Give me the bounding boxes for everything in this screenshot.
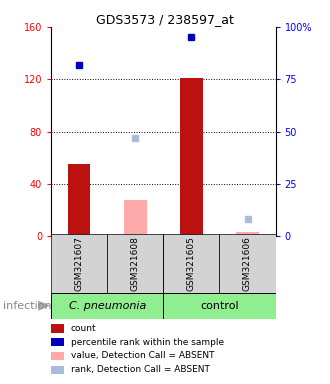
Text: percentile rank within the sample: percentile rank within the sample bbox=[71, 338, 224, 347]
Text: GSM321608: GSM321608 bbox=[131, 237, 140, 291]
Bar bbox=[236, 232, 259, 236]
Text: value, Detection Call = ABSENT: value, Detection Call = ABSENT bbox=[71, 351, 214, 361]
Bar bbox=[51, 293, 163, 319]
Text: GDS3573 / 238597_at: GDS3573 / 238597_at bbox=[96, 13, 234, 26]
Bar bbox=[180, 78, 203, 236]
Bar bbox=[219, 234, 276, 294]
Bar bbox=[68, 164, 90, 236]
Text: GSM321606: GSM321606 bbox=[243, 237, 252, 291]
Text: control: control bbox=[200, 301, 239, 311]
Bar bbox=[107, 234, 163, 294]
Text: C. pneumonia: C. pneumonia bbox=[69, 301, 146, 311]
Text: GSM321607: GSM321607 bbox=[75, 237, 84, 291]
Bar bbox=[163, 293, 276, 319]
Text: GSM321605: GSM321605 bbox=[187, 237, 196, 291]
Bar bbox=[124, 200, 147, 236]
Polygon shape bbox=[38, 301, 50, 311]
Text: rank, Detection Call = ABSENT: rank, Detection Call = ABSENT bbox=[71, 365, 210, 374]
Bar bbox=[51, 234, 107, 294]
Text: infection: infection bbox=[3, 301, 52, 311]
Bar bbox=[163, 234, 219, 294]
Text: count: count bbox=[71, 324, 97, 333]
